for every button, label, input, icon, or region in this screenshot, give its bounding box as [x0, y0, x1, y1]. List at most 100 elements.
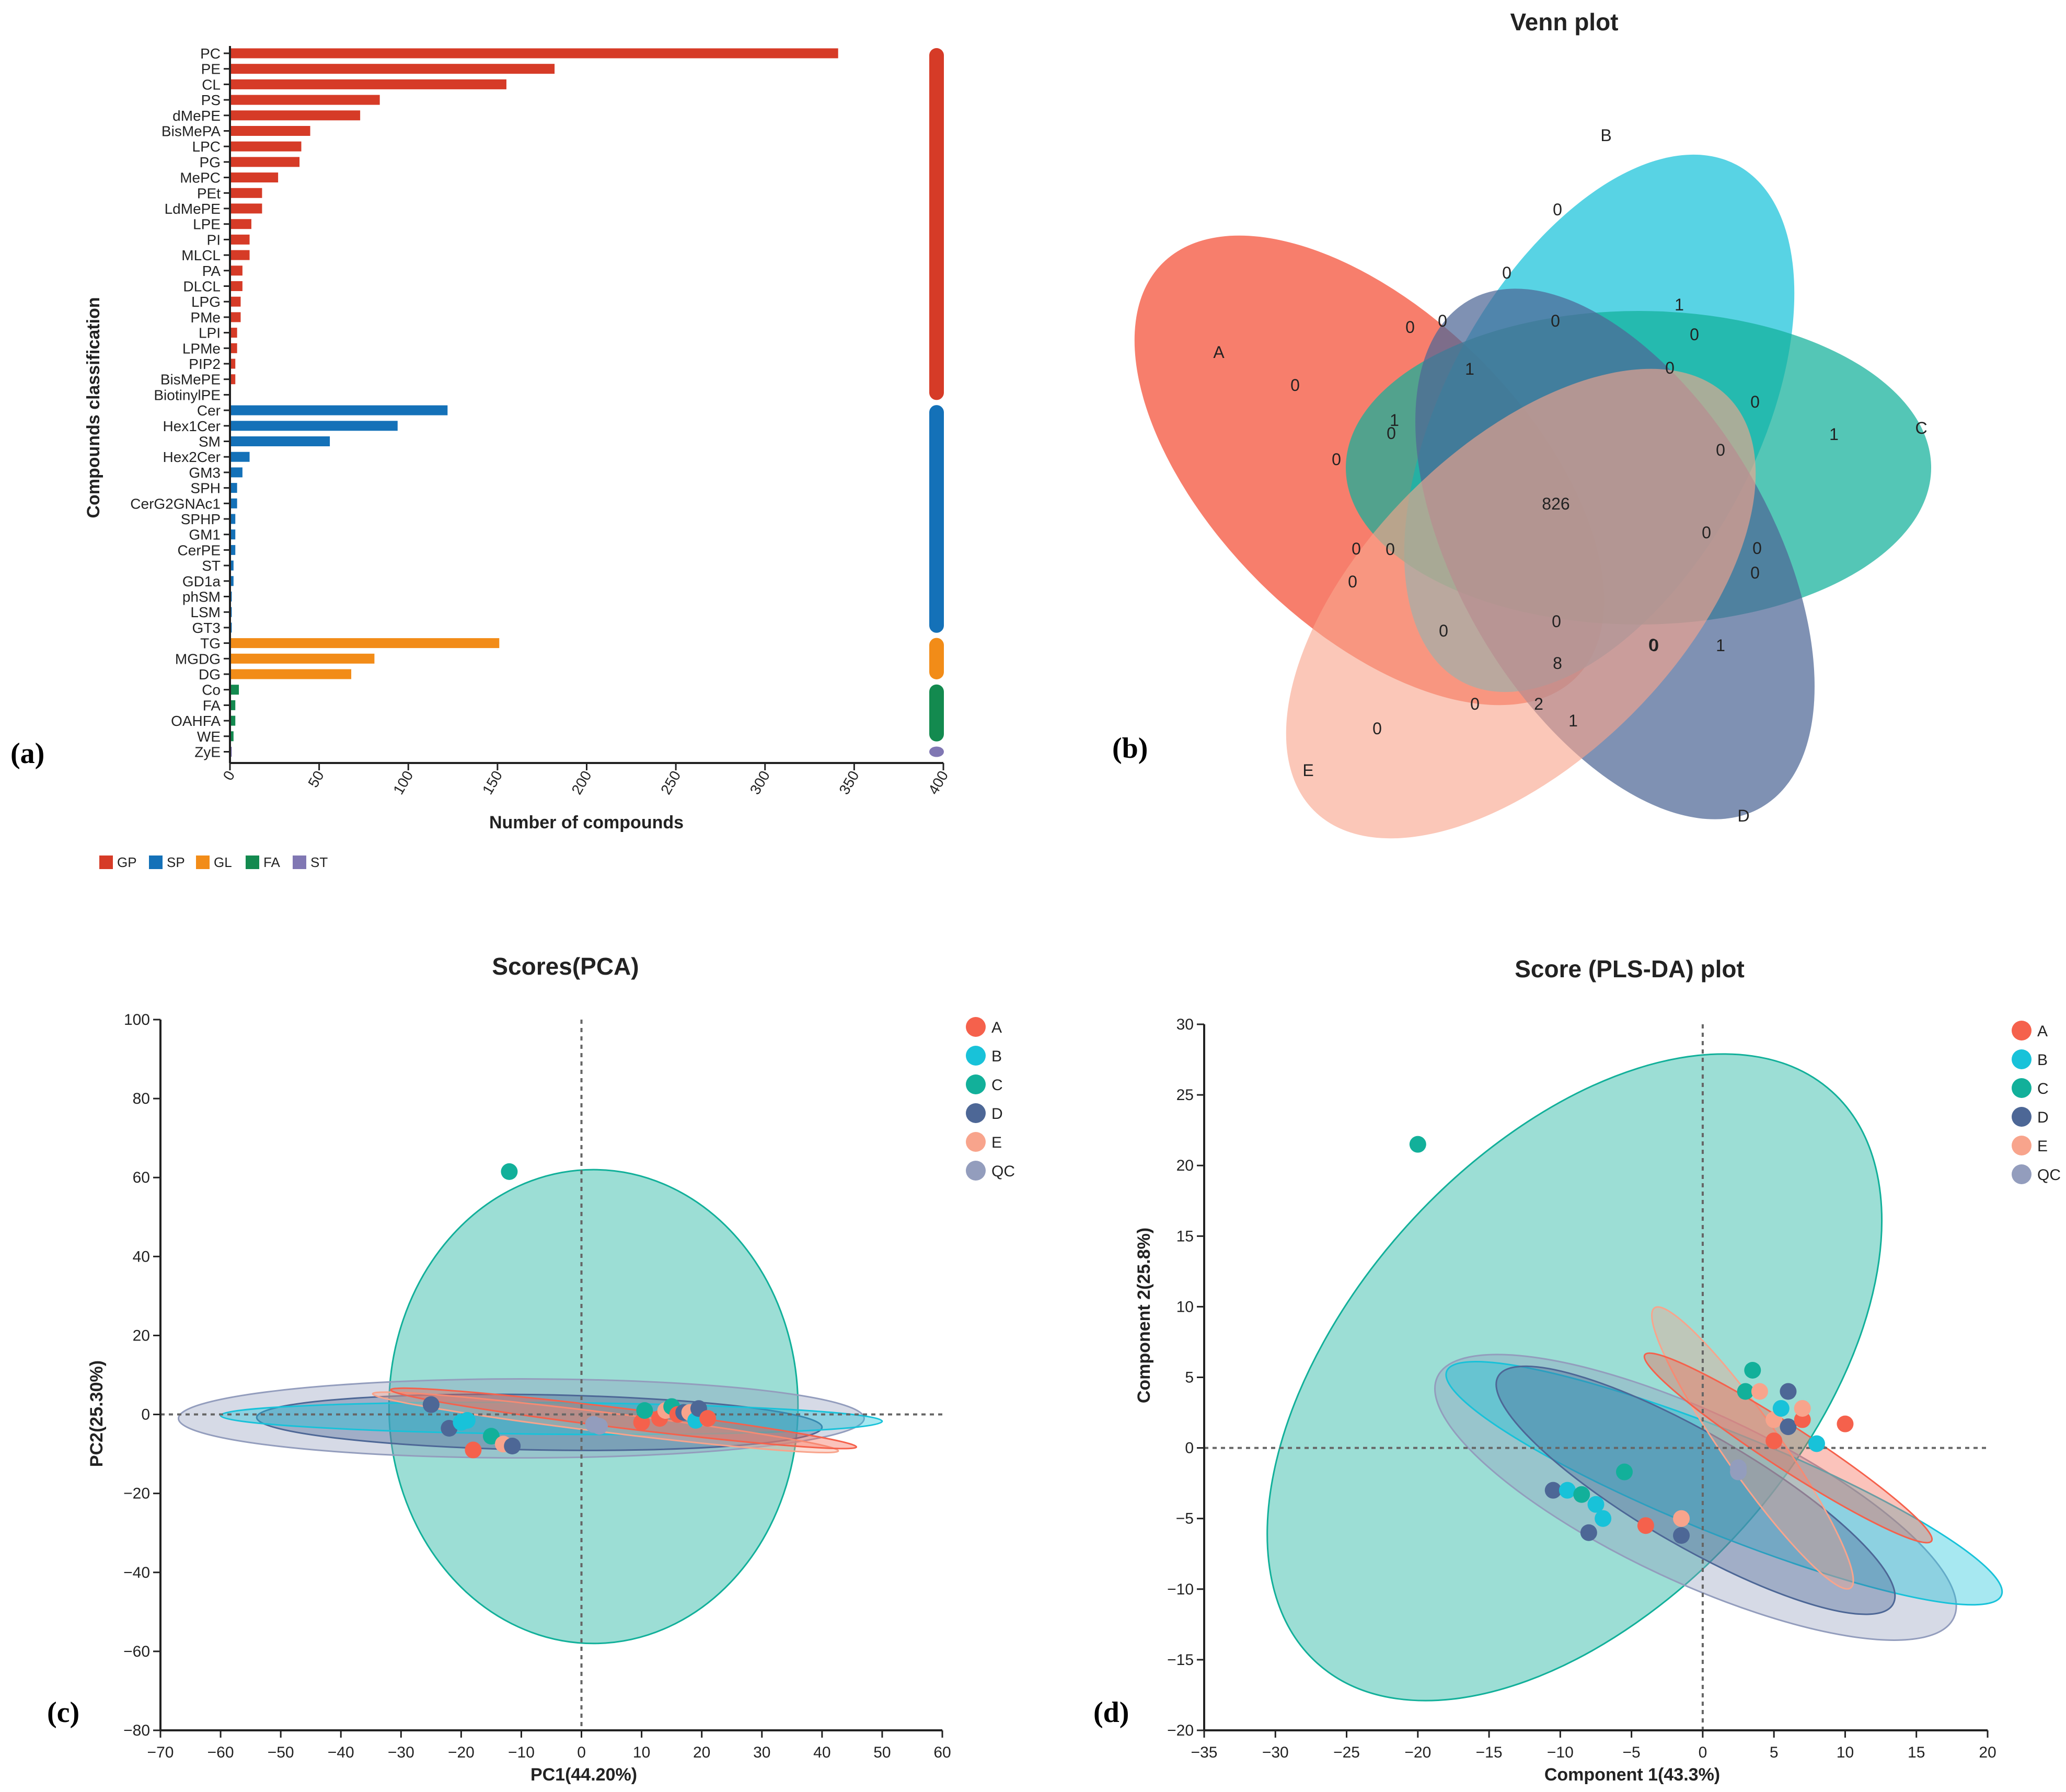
y-tick-label: 15: [1176, 1228, 1194, 1245]
bar-dg: [230, 669, 352, 679]
bar-cerg2gnac1: [230, 498, 237, 508]
bar-lpc: [230, 141, 302, 152]
category-label: MGDG: [175, 651, 221, 667]
category-label: PMe: [190, 309, 221, 326]
venn-region-value: 1: [1568, 711, 1578, 730]
x-tick-label: −10: [508, 1744, 535, 1761]
category-label: SM: [199, 434, 221, 450]
x-tick-label: 250: [657, 768, 684, 797]
venn-region-value: 0: [1665, 359, 1675, 377]
legend-marker-b: [2012, 1049, 2032, 1069]
x-axis-title: Number of compounds: [489, 813, 684, 833]
y-tick-label: −15: [1167, 1651, 1194, 1669]
confidence-ellipse-d: [1495, 1365, 1896, 1615]
bar-oahfa: [230, 715, 236, 726]
y-tick-label: −20: [123, 1485, 150, 1502]
legend-marker-e: [966, 1132, 986, 1152]
bar-sph: [230, 483, 237, 493]
point-c: [1616, 1463, 1633, 1481]
panel-c: Scores(PCA) −70 −60 −50 −40 −30 −20 −10 0 10 20 30…: [47, 953, 1015, 1785]
category-label: CerPE: [178, 542, 221, 558]
bar-lpi: [230, 328, 237, 338]
venn-set-label-a: A: [1213, 343, 1225, 362]
bar-pip2: [230, 359, 236, 369]
group-strip-gl: [929, 638, 944, 679]
venn-set-label-d: D: [1737, 806, 1749, 825]
point-a: [1637, 1517, 1654, 1534]
plsda-reference-lines: [1204, 1024, 1988, 1730]
category-label: Hex1Cer: [163, 418, 221, 434]
legend-label: B: [2037, 1051, 2048, 1069]
panel-a: PCPECLPSdMePEBisMePALPCPGMePCPEtLdMePELP…: [10, 45, 951, 870]
x-tick-label: 40: [813, 1744, 830, 1761]
bar-mlcl: [230, 250, 250, 260]
y-tick-label: 0: [141, 1406, 150, 1424]
y-tick-label: −40: [123, 1564, 150, 1581]
x-tick-label: 300: [747, 768, 773, 797]
x-tick-label: −15: [1476, 1744, 1503, 1761]
legend-marker-d: [966, 1103, 986, 1123]
pca-axes: −70 −60 −50 −40 −30 −20 −10 0 10 20 30 40 50 60 −80 −60…: [123, 1011, 951, 1761]
bar-sm: [230, 436, 330, 446]
point-a: [1837, 1415, 1854, 1432]
x-tick-label: 400: [925, 768, 951, 797]
bar-ldmepe: [230, 203, 262, 214]
x-tick-label: 0: [577, 1744, 586, 1761]
venn-ellipses: [1134, 154, 1931, 839]
point-e: [1751, 1383, 1768, 1400]
bar-tg: [230, 638, 500, 649]
plsda-points: [1409, 1136, 1854, 1544]
venn-region-value: 0: [1702, 523, 1711, 542]
category-label: LdMePE: [165, 201, 221, 217]
x-tick-label: −40: [328, 1744, 354, 1761]
y-tick-label: 40: [133, 1248, 150, 1265]
category-label: GT3: [192, 620, 221, 636]
legend-marker-d: [2012, 1107, 2032, 1127]
y-tick-label: 10: [1176, 1298, 1194, 1315]
venn-region-value: 0: [1502, 263, 1511, 282]
venn-region-value: 1: [1390, 411, 1399, 430]
category-label: PS: [201, 92, 221, 108]
category-label: PC: [200, 45, 221, 62]
venn-region-value: 0: [1752, 539, 1762, 558]
bar-pg: [230, 157, 300, 167]
y-axis-title: Compounds classification: [84, 297, 103, 518]
x-tick-label: 30: [753, 1744, 770, 1761]
bar-pa: [230, 265, 243, 276]
panel-label-d: (d): [1093, 1696, 1129, 1729]
legend-marker-c: [966, 1074, 986, 1094]
x-axis-ticks: 0 50 100 150 200 250 300 350 400: [220, 763, 951, 797]
point-b: [1595, 1510, 1612, 1527]
point-c: [1744, 1361, 1761, 1379]
y-tick-label: −80: [123, 1722, 150, 1739]
category-label: CerG2GNAc1: [130, 495, 221, 512]
legend-swatch-fa: [246, 855, 259, 869]
legend-label: D: [991, 1105, 1003, 1123]
confidence-ellipse-qc: [1434, 1354, 1957, 1641]
venn-region-value: 0: [1290, 376, 1300, 395]
venn-title: Venn plot: [1510, 8, 1619, 36]
pca-reference-lines: [160, 1020, 942, 1730]
venn-region-value: 2: [1534, 695, 1543, 713]
plsda-x-axis-title: Component 1(43.3%): [1544, 1765, 1720, 1785]
bar-co: [230, 685, 239, 695]
point-b: [458, 1412, 476, 1429]
category-label: GM3: [189, 465, 221, 481]
category-label: PA: [202, 263, 221, 279]
group-strip-st: [929, 746, 944, 757]
category-label: GD1a: [182, 573, 221, 589]
point-b: [1808, 1435, 1825, 1452]
x-tick-label: −35: [1191, 1744, 1218, 1761]
x-tick-label: 50: [873, 1744, 891, 1761]
x-tick-label: 350: [836, 768, 862, 797]
category-label: ZyE: [194, 744, 221, 760]
bar-lpe: [230, 219, 251, 229]
x-tick-label: 100: [390, 768, 416, 797]
legend-label: SP: [167, 854, 185, 870]
bar-gd1a: [230, 576, 234, 586]
bar-fa: [230, 700, 236, 710]
category-label: BisMePA: [161, 123, 221, 140]
legend-swatch-sp: [149, 855, 163, 869]
venn-region-value: 0: [1716, 441, 1725, 459]
